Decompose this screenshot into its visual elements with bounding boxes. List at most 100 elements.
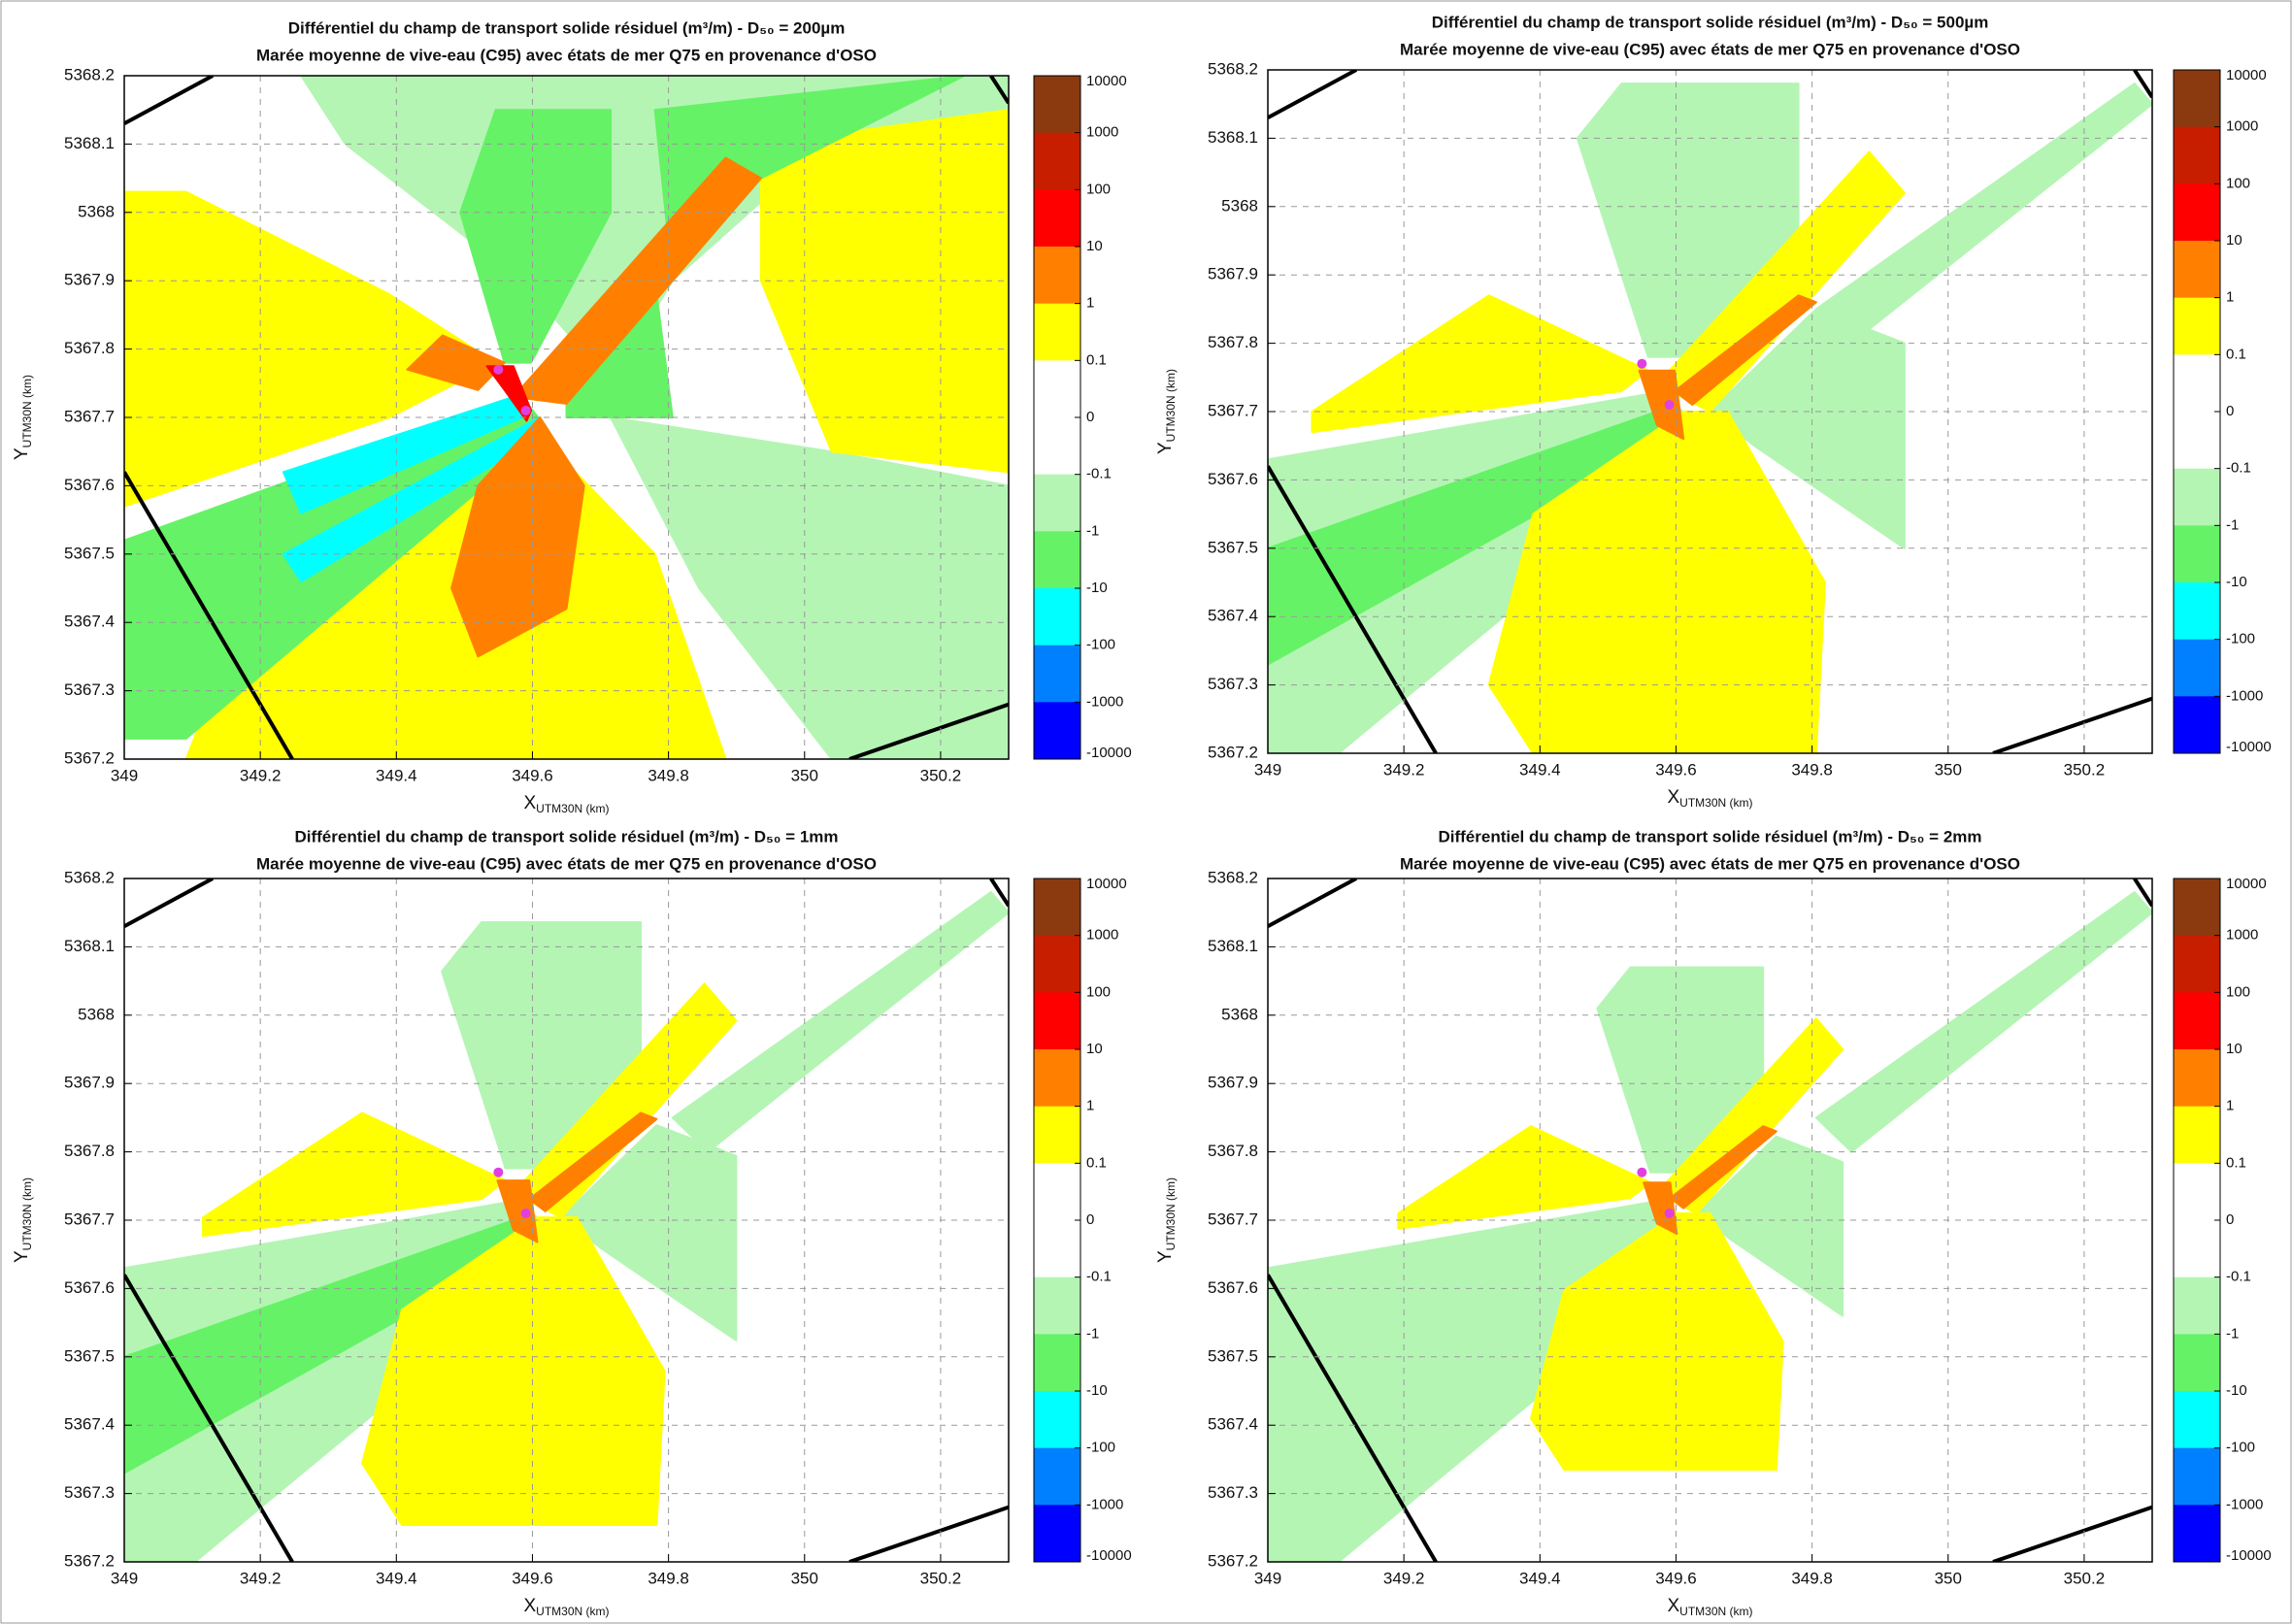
colorbar-swatch xyxy=(1034,702,1080,759)
colorbar-swatch xyxy=(2174,298,2220,355)
colorbar-swatch xyxy=(2174,525,2220,582)
colorbar-label: 10000 xyxy=(2226,67,2267,83)
x-tick-label: 349 xyxy=(111,1569,138,1587)
colorbar-swatch xyxy=(1034,417,1080,475)
colorbar-label: 1 xyxy=(2226,289,2234,306)
colorbar-label: 0.1 xyxy=(1086,351,1107,368)
y-tick-label: 5367.8 xyxy=(64,1142,115,1160)
colorbar-swatch xyxy=(2174,1220,2220,1277)
y-tick-label: 5367.7 xyxy=(64,1210,115,1228)
colorbar-label: -0.1 xyxy=(1086,1269,1112,1285)
colorbar-label: -10000 xyxy=(2226,739,2272,755)
y-tick-label: 5367.4 xyxy=(64,1415,115,1434)
y-axis-label-main: Y xyxy=(1155,442,1176,454)
colorbar-swatch xyxy=(2174,640,2220,697)
colorbar-swatch xyxy=(2174,1049,2220,1107)
colorbar-label: -1 xyxy=(1086,1325,1099,1342)
y-tick-label: 5367.6 xyxy=(1208,1278,1258,1297)
y-tick-label: 5367.7 xyxy=(1208,1210,1258,1228)
x-tick-label: 350 xyxy=(791,766,818,784)
x-tick-label: 349.2 xyxy=(240,1569,282,1587)
y-axis-label-main: Y xyxy=(12,447,32,460)
colorbar-swatch xyxy=(2174,183,2220,241)
colorbar-label: 10 xyxy=(1086,238,1103,254)
y-tick-label: 5367.2 xyxy=(64,748,115,767)
x-axis-label-sub: UTM30N (km) xyxy=(536,1605,609,1618)
colorbar-swatch xyxy=(1034,878,1080,936)
colorbar-swatch xyxy=(1034,247,1080,304)
x-tick-label: 349.2 xyxy=(240,766,282,784)
colorbar-label: 1 xyxy=(1086,1098,1094,1114)
colorbar-swatch xyxy=(1034,531,1080,588)
colorbar-swatch xyxy=(2174,696,2220,753)
x-tick-label: 349 xyxy=(1254,1569,1281,1587)
x-tick-label: 350 xyxy=(791,1569,818,1587)
colorbar-label: -1000 xyxy=(1086,1496,1123,1512)
x-tick-label: 349 xyxy=(1254,760,1281,779)
x-tick-label: 349.4 xyxy=(1519,1569,1561,1587)
colorbar-label: 10 xyxy=(2226,232,2242,249)
x-axis-label-main: X xyxy=(523,793,536,813)
x-tick-label: 349.8 xyxy=(648,1569,689,1587)
panel: 349349.2349.4349.6349.8350350.25367.2536… xyxy=(1155,13,2272,810)
colorbar-swatch xyxy=(1034,1049,1080,1107)
colorbar-swatch xyxy=(1034,992,1080,1049)
x-axis-label-sub: UTM30N (km) xyxy=(536,802,609,815)
y-tick-label: 5368.2 xyxy=(1208,868,1258,886)
x-tick-label: 349.2 xyxy=(1383,1569,1425,1587)
chart-subtitle: Marée moyenne de vive-eau (C95) avec éta… xyxy=(1400,40,2020,58)
y-tick-label: 5367.7 xyxy=(64,407,115,425)
y-tick-label: 5367.5 xyxy=(64,1346,115,1365)
colorbar-swatch xyxy=(1034,646,1080,703)
structure-marker xyxy=(1637,359,1646,369)
colorbar-swatch xyxy=(1034,360,1080,417)
colorbar-label: -10 xyxy=(2226,1382,2247,1399)
colorbar-swatch xyxy=(1034,1448,1080,1506)
colorbar-label: 1000 xyxy=(1086,124,1118,141)
colorbar-label: -10000 xyxy=(1086,1547,1132,1564)
chart-subtitle: Marée moyenne de vive-eau (C95) avec éta… xyxy=(256,46,877,64)
y-axis-label-sub: UTM30N (km) xyxy=(1164,369,1178,442)
y-tick-label: 5367.9 xyxy=(64,271,115,289)
colorbar-swatch xyxy=(2174,70,2220,127)
colorbar-label: -10 xyxy=(1086,580,1108,596)
colorbar-swatch xyxy=(1034,76,1080,133)
colorbar-swatch xyxy=(1034,1391,1080,1448)
chart-subtitle: Marée moyenne de vive-eau (C95) avec éta… xyxy=(1400,854,2020,873)
panel: 349349.2349.4349.6349.8350350.25367.2536… xyxy=(12,827,1132,1618)
structure-marker xyxy=(493,1168,503,1177)
y-tick-label: 5367.4 xyxy=(64,613,115,631)
colorbar-label: 0 xyxy=(2226,1211,2234,1228)
colorbar-label: -100 xyxy=(2226,631,2255,647)
colorbar-swatch xyxy=(2174,992,2220,1049)
colorbar-swatch xyxy=(1034,1277,1080,1335)
colorbar-swatch xyxy=(1034,1505,1080,1562)
y-tick-label: 5367.3 xyxy=(1208,1483,1258,1502)
colorbar-label: -0.1 xyxy=(2226,1269,2251,1285)
colorbar-label: -1000 xyxy=(2226,687,2263,704)
y-tick-label: 5367.9 xyxy=(1208,265,1258,283)
y-tick-label: 5368.2 xyxy=(1208,59,1258,78)
y-tick-label: 5367.5 xyxy=(1208,538,1258,556)
chart-subtitle: Marée moyenne de vive-eau (C95) avec éta… xyxy=(256,854,877,873)
colorbar-label: 10000 xyxy=(2226,876,2267,892)
x-tick-label: 350.2 xyxy=(920,1569,962,1587)
colorbar-swatch xyxy=(2174,582,2220,640)
y-tick-label: 5368 xyxy=(78,202,115,220)
y-tick-label: 5367.2 xyxy=(64,1551,115,1570)
chart-title: Différentiel du champ de transport solid… xyxy=(1438,827,1981,845)
y-tick-label: 5367.7 xyxy=(1208,401,1258,419)
colorbar-swatch xyxy=(1034,1334,1080,1391)
colorbar-swatch xyxy=(1034,133,1080,190)
x-axis-label-main: X xyxy=(523,1596,536,1616)
y-tick-label: 5367.4 xyxy=(1208,607,1258,625)
structure-marker xyxy=(521,406,531,415)
colorbar-label: -1 xyxy=(2226,516,2239,533)
colorbar-label: 1 xyxy=(2226,1098,2234,1114)
colorbar-swatch xyxy=(1034,1107,1080,1164)
x-tick-label: 350.2 xyxy=(2064,1569,2106,1587)
colorbar-label: 0 xyxy=(2226,403,2234,419)
y-axis-label-main: Y xyxy=(12,1250,32,1263)
colorbar-swatch xyxy=(1034,1220,1080,1277)
x-tick-label: 349.6 xyxy=(1655,760,1697,779)
